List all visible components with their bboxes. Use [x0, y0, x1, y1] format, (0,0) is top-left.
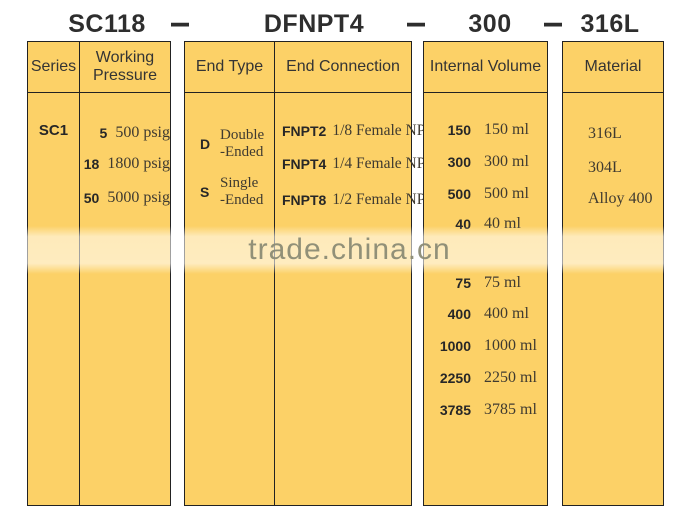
volume-code: 400: [447, 306, 471, 322]
working-pressure-body: 5 500 psig 18 1800 psig 50 5000 psig: [80, 93, 170, 505]
volume-row: 2250 2250 ml: [424, 368, 547, 388]
end-type-desc: Single -Ended: [220, 175, 264, 208]
pressure-desc: 500 psig: [115, 124, 170, 141]
volume-desc: 150 ml: [484, 121, 529, 138]
volume-desc: 3785 ml: [484, 401, 537, 418]
volume-desc: 500 ml: [484, 185, 529, 202]
volume-row: 500 500 ml: [424, 184, 547, 204]
order-code-endconfig: DFNPT4: [263, 10, 365, 38]
series-body: SC1: [28, 93, 79, 505]
series-header: Series: [28, 42, 79, 93]
volume-row: 1000 1000 ml: [424, 336, 547, 356]
material-row: 304L: [563, 158, 663, 178]
series-column: Series SC1: [28, 42, 79, 505]
pressure-desc: 5000 psig: [107, 189, 170, 206]
internal-volume-table: Internal Volume 150 150 ml 300 300 ml 50…: [423, 41, 548, 506]
material-column: Material 316L 304L Alloy 400: [563, 42, 663, 505]
volume-code: 2250: [439, 370, 471, 386]
end-config-table: End Type D Double -Ended S Single -Ended…: [184, 41, 435, 506]
material-row: Alloy 400: [563, 189, 663, 209]
volume-desc: 1000 ml: [484, 337, 537, 354]
pressure-desc: 1800 psig: [107, 155, 170, 172]
volume-row: 150 150 ml: [424, 120, 547, 140]
volume-code: 1000: [439, 338, 471, 354]
order-code-material: 316L: [580, 10, 640, 38]
end-connection-desc: 1/4 Female NPT: [332, 155, 435, 172]
volume-code: 300: [447, 154, 471, 170]
order-code-series: SC118: [68, 10, 146, 38]
volume-row: 75 75 ml: [424, 273, 547, 293]
end-connection-header: End Connection: [275, 42, 411, 93]
volume-code: 3785: [439, 402, 471, 418]
volume-desc: 75 ml: [484, 274, 521, 291]
volume-row: 40 40 ml: [424, 214, 547, 234]
volume-desc: 2250 ml: [484, 369, 537, 386]
end-connection-row: FNPT8 1/2 Female NPT: [275, 190, 435, 210]
material-desc: 304L: [588, 159, 622, 176]
end-type-header: End Type: [185, 42, 274, 93]
volume-code: 75: [455, 275, 471, 291]
volume-row: 300 300 ml: [424, 152, 547, 172]
pressure-row: 18 1800 psig: [80, 154, 170, 174]
end-connection-code: FNPT4: [282, 156, 327, 172]
end-type-column: End Type D Double -Ended S Single -Ended: [185, 42, 274, 505]
series-code: SC1: [38, 122, 69, 139]
order-code-row: SC118 — DFNPT4 — 300 — 316L: [0, 1, 699, 43]
end-type-code: D: [200, 136, 211, 152]
end-type-body: D Double -Ended S Single -Ended: [185, 93, 274, 505]
material-row: 316L: [563, 124, 663, 144]
volume-code: 40: [455, 216, 471, 232]
volume-desc: 300 ml: [484, 153, 529, 170]
end-connection-row: FNPT2 1/8 Female NPT: [275, 121, 435, 141]
end-connection-code: FNPT2: [282, 123, 327, 139]
order-code-separator: —: [171, 1, 189, 44]
volume-desc: 400 ml: [484, 305, 529, 322]
material-desc: Alloy 400: [588, 190, 653, 207]
end-type-desc: Double -Ended: [220, 127, 265, 160]
working-pressure-header: Working Pressure: [80, 42, 170, 93]
material-header: Material: [563, 42, 663, 93]
volume-code: 150: [447, 122, 471, 138]
end-type-row: S Single -Ended: [185, 174, 274, 210]
pressure-row: 50 5000 psig: [80, 188, 170, 208]
order-code-volume: 300: [468, 10, 512, 38]
pressure-code: 5: [99, 125, 108, 141]
internal-volume-body: 150 150 ml 300 300 ml 500 500 ml 40 40 m…: [424, 93, 547, 505]
end-connection-code: FNPT8: [282, 192, 327, 208]
end-connection-desc: 1/2 Female NPT: [332, 191, 435, 208]
end-type-code: S: [200, 184, 210, 200]
order-code-separator: —: [407, 1, 425, 44]
end-connection-desc: 1/8 Female NPT: [332, 122, 435, 139]
volume-row: 3785 3785 ml: [424, 400, 547, 420]
end-connection-row: FNPT4 1/4 Female NPT: [275, 154, 435, 174]
internal-volume-column: Internal Volume 150 150 ml 300 300 ml 50…: [424, 42, 547, 505]
series-row: SC1: [28, 121, 79, 141]
volume-code: 500: [447, 186, 471, 202]
pressure-code: 18: [83, 156, 100, 172]
order-code-separator: —: [544, 1, 562, 44]
end-type-row: D Double -Ended: [185, 126, 274, 162]
working-pressure-column: Working Pressure 5 500 psig 18 1800 psig…: [79, 42, 170, 505]
pressure-row: 5 500 psig: [80, 123, 170, 143]
end-connection-column: End Connection FNPT2 1/8 Female NPT FNPT…: [274, 42, 435, 505]
material-body: 316L 304L Alloy 400: [563, 93, 663, 505]
material-desc: 316L: [588, 125, 622, 142]
pressure-code: 50: [83, 190, 100, 206]
volume-row: 400 400 ml: [424, 304, 547, 324]
material-table: Material 316L 304L Alloy 400: [562, 41, 664, 506]
internal-volume-header: Internal Volume: [424, 42, 547, 93]
series-pressure-table: Series SC1 Working Pressure 5 500 psig 1…: [27, 41, 171, 506]
end-connection-body: FNPT2 1/8 Female NPT FNPT4 1/4 Female NP…: [275, 93, 435, 505]
volume-desc: 40 ml: [484, 215, 521, 232]
